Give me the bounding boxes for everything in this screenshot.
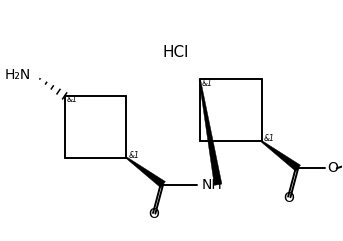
- Text: &1: &1: [67, 95, 78, 104]
- Text: O: O: [327, 161, 338, 175]
- Text: O: O: [283, 191, 294, 205]
- Text: O: O: [148, 207, 159, 221]
- Text: &1: &1: [202, 79, 213, 87]
- Text: &1: &1: [263, 134, 274, 143]
- Text: H₂N: H₂N: [4, 68, 31, 82]
- Polygon shape: [261, 141, 300, 171]
- Polygon shape: [126, 157, 165, 188]
- Polygon shape: [199, 79, 222, 185]
- Text: &1: &1: [128, 151, 139, 160]
- Text: HCl: HCl: [163, 45, 189, 60]
- Text: NH: NH: [202, 178, 222, 192]
